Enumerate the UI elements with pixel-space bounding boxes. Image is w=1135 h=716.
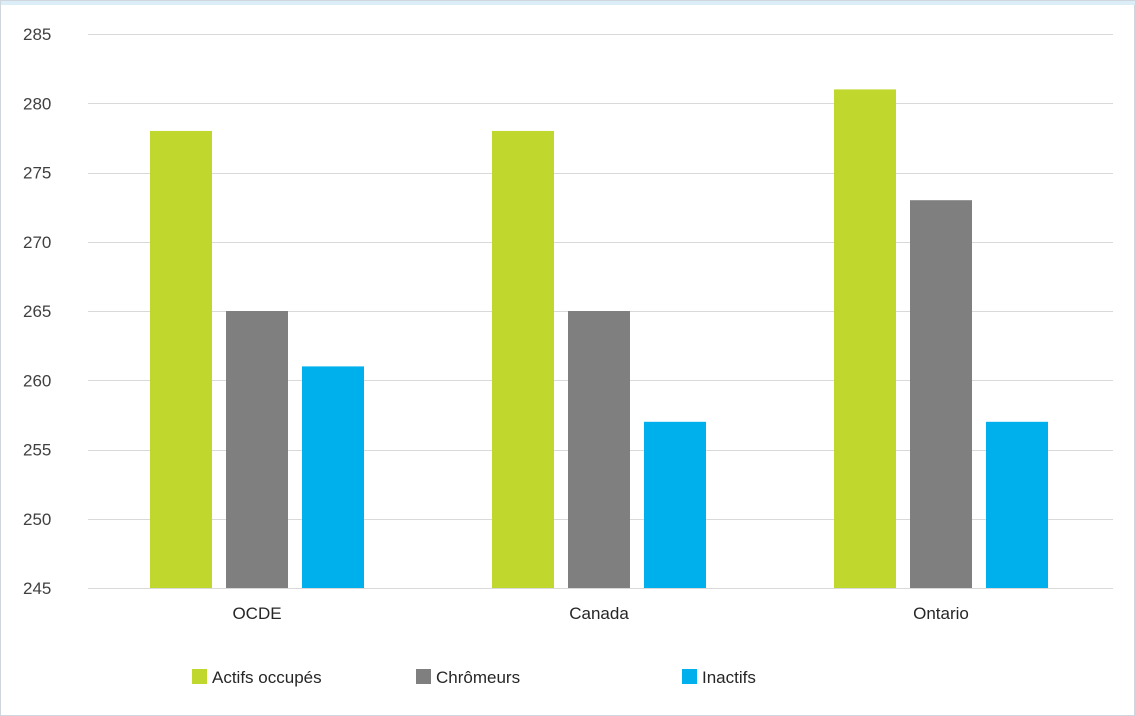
y-tick-label: 275 xyxy=(23,164,51,183)
x-category-label: Ontario xyxy=(913,604,969,623)
y-axis-tick-labels: 245 250 255 260 265 270 275 280 285 xyxy=(23,25,51,598)
bar-2-2 xyxy=(986,421,1048,588)
legend: Actifs occupés Chrômeurs Inactifs xyxy=(192,668,756,687)
legend-label: Actifs occupés xyxy=(212,668,322,687)
y-tick-label: 255 xyxy=(23,441,51,460)
y-tick-label: 280 xyxy=(23,94,51,113)
legend-label: Chrômeurs xyxy=(436,668,520,687)
bar-0-2 xyxy=(302,366,364,588)
gridlines xyxy=(88,34,1113,589)
bar-0-1 xyxy=(226,311,288,588)
bar-1-2 xyxy=(644,421,706,588)
bar-1-0 xyxy=(492,130,554,588)
bar-1-1 xyxy=(568,311,630,588)
bar-2-0 xyxy=(834,89,896,589)
x-category-label: OCDE xyxy=(232,604,281,623)
y-tick-label: 245 xyxy=(23,579,51,598)
y-tick-label: 270 xyxy=(23,233,51,252)
y-tick-label: 285 xyxy=(23,25,51,44)
legend-label: Inactifs xyxy=(702,668,756,687)
bar-2-1 xyxy=(910,200,972,588)
y-tick-label: 260 xyxy=(23,371,51,390)
x-category-label: Canada xyxy=(569,604,629,623)
bar-0-0 xyxy=(150,130,212,588)
legend-swatch xyxy=(192,669,207,684)
y-tick-label: 250 xyxy=(23,510,51,529)
legend-swatch xyxy=(682,669,697,684)
bars xyxy=(150,89,1048,589)
y-tick-label: 265 xyxy=(23,302,51,321)
x-axis-category-labels: OCDE Canada Ontario xyxy=(232,604,968,623)
legend-swatch xyxy=(416,669,431,684)
frame-top-border xyxy=(1,1,1135,5)
